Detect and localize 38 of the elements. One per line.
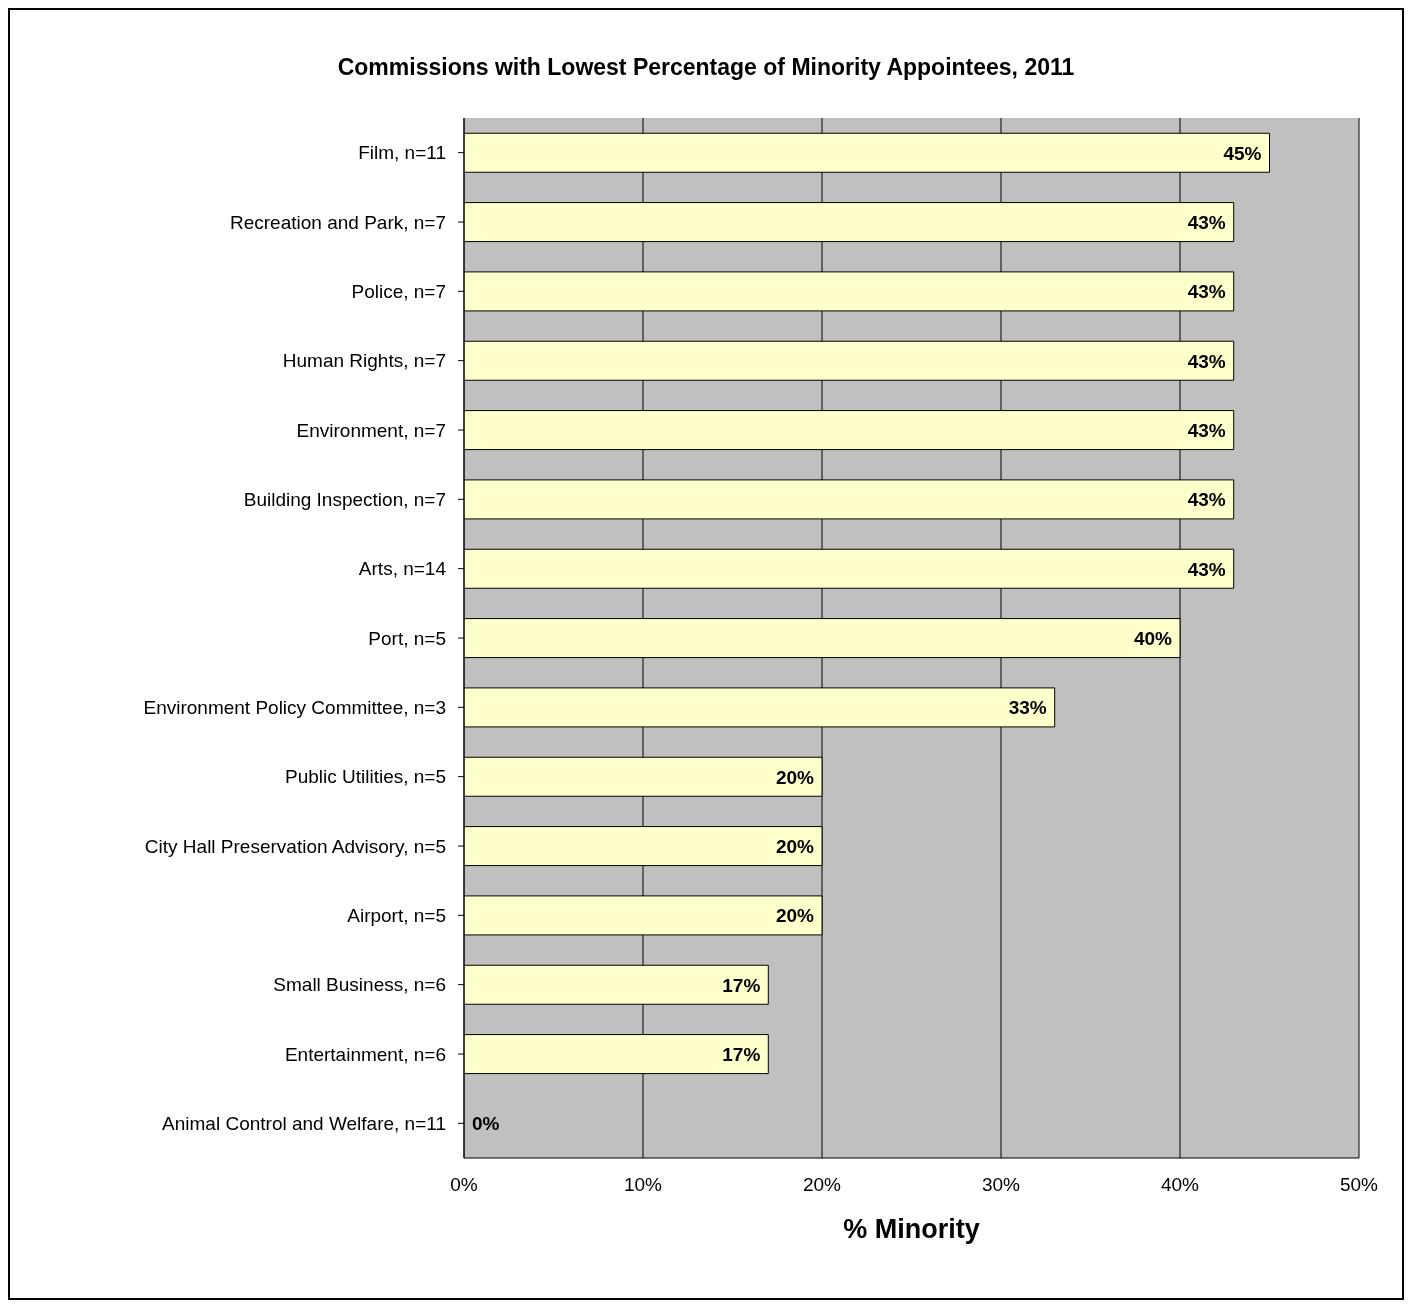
data-label: 45% — [1223, 142, 1262, 164]
data-label: 43% — [1187, 558, 1226, 580]
data-label: 0% — [472, 1113, 500, 1135]
y-tick-label: Building Inspection, n=7 — [243, 489, 446, 511]
chart-title: Commissions with Lowest Percentage of Minority Appointees, 2011 — [336, 54, 1076, 81]
x-tick-label: 30% — [981, 1174, 1021, 1196]
data-label: 17% — [722, 1044, 761, 1065]
y-tick-label: Port, n=5 — [368, 627, 446, 649]
y-tick-label: City Hall Preservation Advisory, n=5 — [144, 835, 446, 857]
data-label: 20% — [775, 905, 815, 927]
y-tick-label: Human Rights, n=7 — [282, 350, 446, 372]
y-tick-label: Arts, n=14 — [358, 558, 447, 580]
y-tick-label: Small Business, n=6 — [273, 974, 446, 996]
y-tick-label: Entertainment, n=6 — [284, 1043, 446, 1065]
data-label: 43% — [1187, 489, 1226, 511]
data-label: 43% — [1187, 212, 1226, 233]
data-label: 33% — [1008, 697, 1047, 719]
x-tick-label: 10% — [623, 1174, 663, 1196]
x-tick-label: 0% — [450, 1174, 478, 1196]
data-label: 43% — [1187, 420, 1226, 441]
x-tick-label: 50% — [1339, 1174, 1379, 1196]
y-tick-label: Environment, n=7 — [296, 419, 446, 441]
data-label: 17% — [722, 974, 761, 996]
y-tick-label: Public Utilities, n=5 — [284, 766, 446, 788]
y-tick-label: Police, n=7 — [351, 281, 446, 303]
y-tick-label: Environment Policy Committee, n=3 — [143, 697, 446, 719]
y-tick-label: Animal Control and Welfare, n=11 — [162, 1113, 446, 1135]
y-tick-label: Film, n=11 — [358, 142, 446, 164]
x-axis-title: % Minority — [843, 1214, 980, 1244]
data-label: 43% — [1187, 350, 1226, 372]
y-tick-label: Airport, n=5 — [347, 905, 446, 927]
data-label: 43% — [1187, 281, 1226, 303]
y-tick-label: Recreation and Park, n=7 — [230, 211, 446, 233]
data-label: 40% — [1133, 628, 1173, 649]
x-tick-label: 20% — [802, 1174, 842, 1196]
data-label: 20% — [775, 836, 815, 857]
x-tick-label: 40% — [1160, 1174, 1200, 1196]
data-label: 20% — [775, 766, 815, 788]
